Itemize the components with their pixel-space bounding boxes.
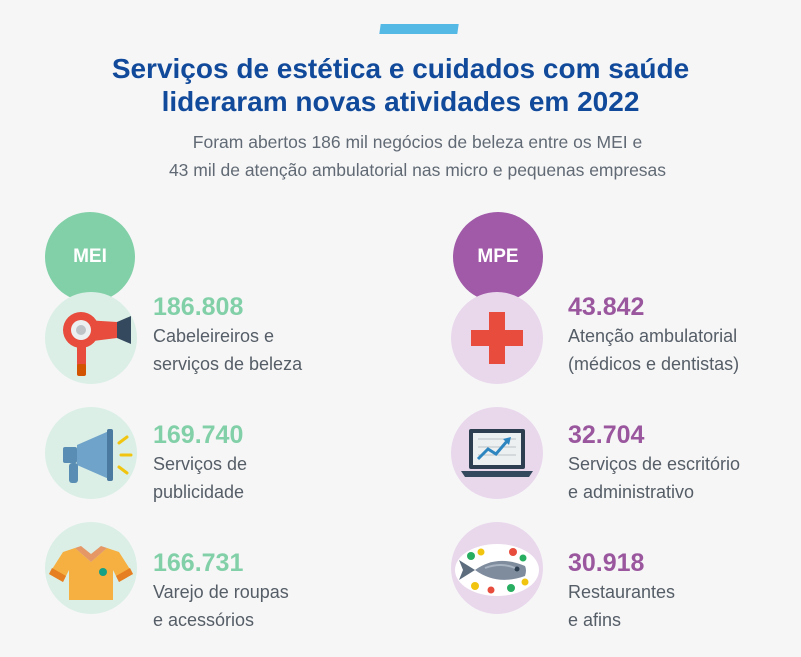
page-title: Serviços de estética e cuidados com saúd… — [0, 52, 801, 118]
mei-item-3-label: Varejo de roupas e acessórios — [153, 582, 289, 630]
accent-bar — [379, 24, 459, 34]
mei-item-3-value: 166.731 — [153, 549, 244, 577]
mpe-item-3-label: Restaurantes e afins — [568, 582, 676, 630]
megaphone-icon — [45, 407, 137, 499]
mpe-item-3: 30.918 Restaurantes e afins — [568, 548, 675, 634]
hair-dryer-icon — [45, 292, 137, 384]
title-line-1: Serviços de estética e cuidados com saúd… — [111, 53, 690, 84]
mpe-item-1: 43.842 Atenção ambulatorial (médicos e d… — [568, 292, 739, 378]
mei-badge: MEI — [45, 212, 135, 302]
mpe-badge: MPE — [453, 212, 543, 302]
mei-item-2-value: 169.740 — [153, 421, 244, 449]
subtitle-line-1: Foram abertos 186 mil negócios de beleza… — [192, 132, 643, 152]
mpe-item-2: 32.704 Serviços de escritório e administ… — [568, 420, 740, 506]
mpe-item-1-label: Atenção ambulatorial (médicos e dentista… — [568, 326, 740, 374]
shirt-icon — [45, 522, 137, 614]
laptop-chart-icon — [451, 407, 543, 499]
page-subtitle: Foram abertos 186 mil negócios de beleza… — [0, 128, 801, 184]
mei-item-2: 169.740 Serviços de publicidade — [153, 420, 247, 506]
title-line-2: lideraram novas atividades em 2022 — [161, 86, 640, 117]
mei-item-1-label: Cabeleireiros e serviços de beleza — [153, 326, 303, 374]
fish-plate-icon — [451, 522, 543, 614]
mpe-item-3-value: 30.918 — [568, 549, 645, 577]
mpe-item-2-label: Serviços de escritório e administrativo — [568, 454, 741, 502]
medical-cross-icon — [451, 292, 543, 384]
mei-item-1: 186.808 Cabeleireiros e serviços de bele… — [153, 292, 302, 378]
subtitle-line-2: 43 mil de atenção ambulatorial nas micro… — [168, 160, 667, 180]
mpe-item-1-value: 43.842 — [568, 293, 645, 321]
mpe-item-2-value: 32.704 — [568, 421, 645, 449]
mei-item-2-label: Serviços de publicidade — [153, 454, 248, 502]
mei-item-3: 166.731 Varejo de roupas e acessórios — [153, 548, 289, 634]
mei-item-1-value: 186.808 — [153, 293, 244, 321]
